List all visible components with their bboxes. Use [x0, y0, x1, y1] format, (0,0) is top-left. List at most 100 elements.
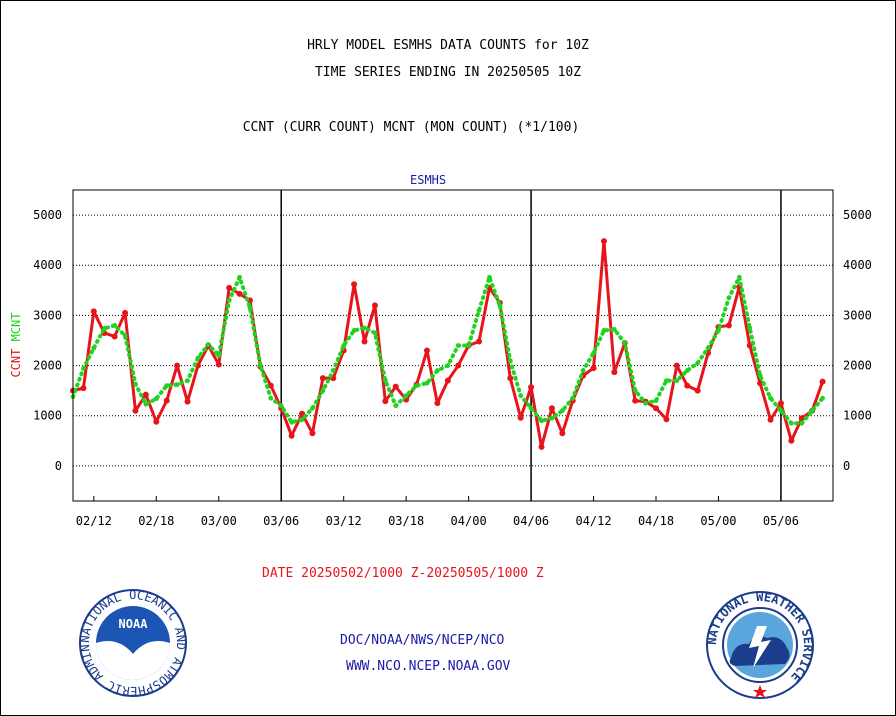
data-point-mcnt	[101, 326, 107, 331]
data-point-mcnt	[497, 302, 503, 308]
data-point-mcnt	[809, 408, 815, 414]
data-point-mcnt	[757, 373, 763, 378]
data-point-mcnt	[268, 395, 274, 401]
data-point-mcnt	[185, 378, 190, 384]
data-point-ccnt	[819, 378, 826, 385]
data-point-ccnt	[142, 391, 149, 398]
data-point-ccnt	[507, 375, 514, 382]
data-point-ccnt	[600, 238, 607, 245]
data-point-ccnt	[351, 281, 358, 288]
x-tick-label-02-18: 02/18	[138, 514, 174, 528]
data-point-mcnt	[611, 327, 617, 332]
data-point-ccnt	[528, 384, 535, 391]
y-tick-label-left-0: 0	[55, 459, 62, 473]
data-point-mcnt	[778, 408, 784, 414]
data-point-mcnt	[695, 360, 701, 366]
data-point-ccnt	[226, 284, 233, 291]
data-point-mcnt	[205, 342, 211, 347]
data-point-mcnt	[112, 323, 118, 328]
data-point-mcnt	[643, 400, 649, 406]
data-point-mcnt	[143, 401, 149, 407]
data-point-mcnt	[195, 355, 201, 361]
data-point-mcnt	[278, 403, 284, 409]
x-tick-label-05-00: 05/00	[700, 514, 736, 528]
x-tick-label-03-06: 03/06	[263, 514, 299, 528]
nws-logo-icon: NATIONAL WEATHER SERVICE	[705, 590, 815, 699]
data-point-mcnt	[216, 353, 222, 358]
data-point-ccnt	[559, 430, 566, 437]
data-point-mcnt	[684, 368, 690, 373]
data-point-mcnt	[820, 395, 825, 401]
data-point-mcnt	[424, 380, 430, 386]
series-layer	[70, 238, 826, 450]
y-tick-label-right-0: 0	[843, 459, 850, 473]
y-tick-label-left-5000: 5000	[33, 208, 62, 222]
y-tick-label-left-4000: 4000	[33, 258, 62, 272]
data-point-ccnt	[319, 375, 326, 382]
y-tick-label-left-1000: 1000	[33, 409, 62, 423]
data-point-ccnt	[767, 416, 774, 423]
data-point-ccnt	[444, 377, 451, 384]
data-point-mcnt	[289, 419, 295, 425]
y-tick-label-right-4000: 4000	[843, 258, 872, 272]
data-point-ccnt	[548, 405, 555, 412]
data-point-mcnt	[237, 274, 242, 280]
data-point-mcnt	[622, 340, 628, 346]
data-point-mcnt	[341, 343, 347, 348]
data-point-ccnt	[122, 309, 129, 316]
data-point-mcnt	[747, 325, 753, 331]
y-tick-labels: 0 0 1000 1000 2000 2000 3000 3000 4000 4000 5000 50…	[33, 208, 872, 473]
x-tick-label-04-00: 04/00	[451, 514, 487, 528]
data-point-mcnt	[257, 363, 263, 368]
data-point-mcnt	[299, 417, 305, 423]
data-point-ccnt	[632, 397, 639, 404]
data-point-mcnt	[705, 345, 711, 351]
data-point-mcnt	[601, 328, 607, 333]
x-tick-label-03-00: 03/00	[201, 514, 237, 528]
data-point-mcnt	[466, 343, 472, 348]
data-point-ccnt	[476, 338, 483, 345]
data-point-mcnt	[559, 408, 565, 414]
data-point-ccnt	[725, 322, 732, 329]
x-tick-label-04-12: 04/12	[575, 514, 611, 528]
data-point-ccnt	[288, 432, 295, 439]
data-point-mcnt	[455, 343, 461, 348]
data-point-ccnt	[382, 398, 389, 405]
x-tick-labels: 02/12 02/18 03/00 03/06 03/12 03/18 04/00 04/06…	[76, 496, 799, 528]
x-tick-label-04-06: 04/06	[513, 514, 549, 528]
y-tick-label-right-1000: 1000	[843, 409, 872, 423]
data-point-mcnt	[788, 420, 794, 426]
data-point-mcnt	[393, 403, 399, 409]
data-point-mcnt	[81, 366, 86, 371]
website-label: WWW.NCO.NCEP.NOAA.GOV	[346, 659, 511, 674]
x-tick-label-04-18: 04/18	[638, 514, 674, 528]
y-axis-label-mcnt: MCNT	[9, 312, 23, 341]
data-point-ccnt	[694, 387, 701, 394]
data-point-mcnt	[382, 378, 388, 384]
data-point-mcnt	[372, 330, 378, 336]
data-point-mcnt	[164, 383, 170, 389]
data-point-ccnt	[236, 290, 243, 297]
data-point-mcnt	[174, 382, 180, 388]
data-point-mcnt	[320, 388, 326, 394]
data-point-ccnt	[80, 385, 87, 392]
data-point-mcnt	[507, 358, 513, 363]
noaa-logo-text: NOAA	[119, 617, 149, 631]
data-point-ccnt	[163, 397, 170, 404]
y-axis-label: CCNT MCNT	[9, 312, 23, 377]
data-point-ccnt	[538, 443, 545, 450]
data-point-mcnt	[403, 393, 409, 399]
data-point-mcnt	[247, 305, 253, 311]
y-tick-label-left-2000: 2000	[33, 359, 62, 373]
data-point-ccnt	[611, 369, 618, 376]
data-point-mcnt	[476, 307, 482, 313]
y-tick-label-right-5000: 5000	[843, 208, 872, 222]
data-point-ccnt	[673, 362, 680, 369]
data-point-mcnt	[591, 350, 596, 356]
x-tick-label-03-12: 03/12	[326, 514, 362, 528]
data-point-ccnt	[132, 407, 139, 414]
y-tick-label-right-2000: 2000	[843, 359, 872, 373]
chart-title-line-2: TIME SERIES ENDING IN 20250505 10Z	[314, 65, 582, 80]
y-axis-label-ccnt: CCNT	[9, 349, 23, 378]
